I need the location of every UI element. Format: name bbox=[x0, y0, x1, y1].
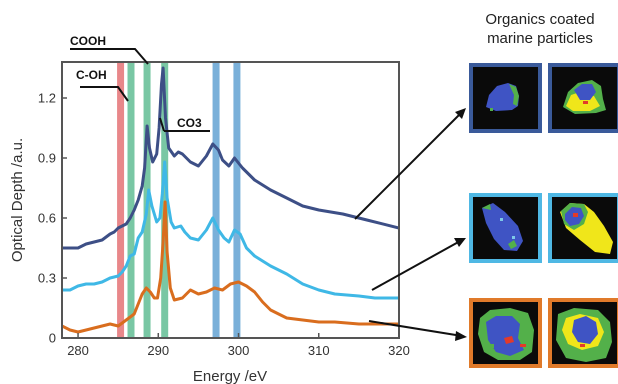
panel-title-line1: Organics coated bbox=[485, 11, 594, 28]
svg-text:COOH: COOH bbox=[70, 34, 106, 48]
particle-image-row2-right bbox=[548, 193, 618, 263]
absorption-band-6 bbox=[233, 62, 241, 338]
annotation-c-oh: C-OH bbox=[76, 68, 129, 102]
particle-image-row2-left bbox=[469, 193, 542, 263]
svg-text:CO3: CO3 bbox=[177, 116, 202, 130]
particle-image-row3-left bbox=[469, 298, 542, 368]
plot-frame bbox=[61, 61, 400, 339]
y-tick-label: 0.9 bbox=[38, 151, 56, 166]
y-axis-label: Optical Depth /a.u. bbox=[9, 138, 26, 262]
particle-image-row3-right bbox=[548, 298, 618, 368]
annotation-co3: CO3 bbox=[159, 116, 210, 132]
arrow-bottom bbox=[368, 320, 463, 337]
x-axis-label: Energy /eV bbox=[193, 368, 267, 384]
arrow-middle bbox=[371, 239, 463, 291]
series-line-1 bbox=[62, 66, 399, 250]
x-tick-label: 320 bbox=[388, 343, 410, 358]
absorption-band-2 bbox=[127, 62, 135, 338]
absorption-band-1 bbox=[117, 62, 125, 338]
absorption-band-5 bbox=[212, 62, 220, 338]
particle-image-row1-right bbox=[548, 63, 618, 133]
y-tick-label: 0.3 bbox=[38, 271, 56, 286]
spectra-series bbox=[62, 66, 399, 334]
series-line-2 bbox=[62, 160, 399, 300]
x-tick-label: 290 bbox=[147, 343, 169, 358]
svg-text:C-OH: C-OH bbox=[76, 68, 107, 82]
annotation-cooh: COOH bbox=[70, 34, 149, 65]
absorption-band-4 bbox=[161, 62, 169, 338]
pointer-arrows bbox=[354, 108, 467, 341]
arrow-top bbox=[354, 110, 464, 220]
y-tick-label: 1.2 bbox=[38, 91, 56, 106]
y-tick-label: 0.6 bbox=[38, 211, 56, 226]
absorption-bands bbox=[117, 62, 241, 338]
y-tick-label: 0 bbox=[49, 331, 56, 346]
x-axis-ticks: 280 290 300 310 320 bbox=[67, 333, 410, 358]
particle-image-row1-left bbox=[469, 63, 542, 133]
panel-title-line2: marine particles bbox=[487, 30, 593, 47]
y-axis-ticks: 0 0.3 0.6 0.9 1.2 bbox=[38, 91, 67, 346]
series-line-3 bbox=[62, 200, 399, 334]
x-tick-label: 310 bbox=[308, 343, 330, 358]
x-tick-label: 280 bbox=[67, 343, 89, 358]
x-tick-label: 300 bbox=[228, 343, 250, 358]
